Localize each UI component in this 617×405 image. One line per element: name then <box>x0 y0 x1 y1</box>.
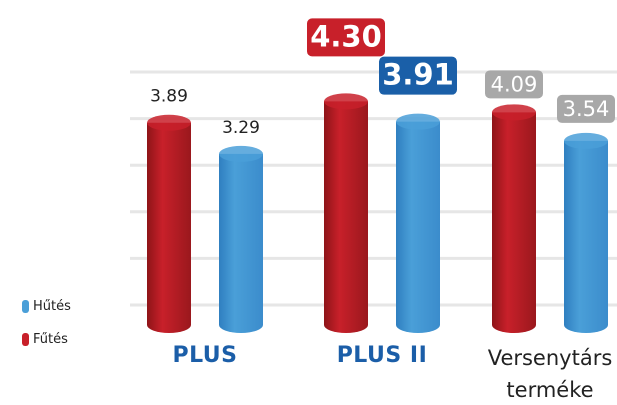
bar <box>492 112 536 333</box>
x-tick-label: PLUS <box>172 343 238 368</box>
bar <box>396 121 440 334</box>
data-label: 3.54 <box>563 97 610 121</box>
bar-top <box>396 113 440 130</box>
bar-top <box>492 104 536 121</box>
bar-top <box>219 145 263 162</box>
data-label: 3.29 <box>222 118 260 138</box>
bar-top <box>564 132 608 149</box>
legend-swatch <box>22 300 29 313</box>
bar-top <box>147 114 191 131</box>
data-label: 4.30 <box>310 19 382 53</box>
legend-item: Hűtés <box>22 299 71 314</box>
data-label: 4.09 <box>491 72 538 96</box>
label-box <box>557 94 615 123</box>
x-tick-label: PLUS II <box>336 343 428 368</box>
bar <box>147 122 191 333</box>
label-box <box>307 18 385 57</box>
bar <box>564 140 608 333</box>
data-label: 3.89 <box>150 87 188 107</box>
label-box <box>485 70 543 99</box>
x-tick-label: Versenytárs terméke <box>487 346 613 402</box>
bar <box>324 101 368 334</box>
legend-label: Fűtés <box>33 332 68 347</box>
data-label: 3.91 <box>382 58 454 92</box>
legend-swatch <box>22 333 29 346</box>
legend-label: Hűtés <box>33 299 71 314</box>
bar-top <box>324 93 368 110</box>
label-box <box>379 56 457 95</box>
bar <box>219 153 263 333</box>
legend-item: Fűtés <box>22 332 68 347</box>
